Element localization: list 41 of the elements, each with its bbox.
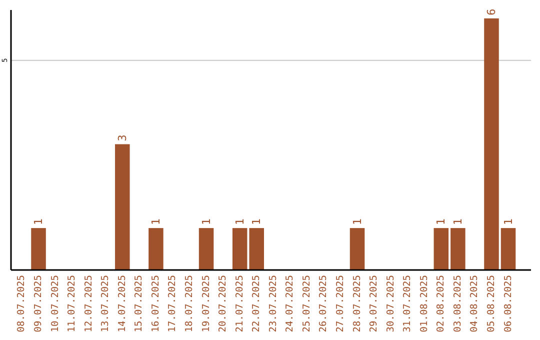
x-tick-label: 11.07.2025: [66, 275, 78, 332]
x-tick-label: 31.07.2025: [402, 275, 414, 332]
x-tick-label: 23.07.2025: [268, 275, 279, 332]
x-tick-label: 05.08.2025: [486, 275, 497, 332]
x-tick-label: 12.07.2025: [83, 275, 94, 332]
x-tick-label: 28.07.2025: [352, 275, 363, 332]
data-label: 1: [250, 218, 264, 226]
x-tick-label: 13.07.2025: [100, 275, 112, 332]
data-label: 1: [502, 218, 515, 226]
x-tick-label: 19.07.2025: [200, 275, 212, 332]
x-tick-label: 21.07.2025: [234, 275, 246, 332]
x-tick-label: 06.08.2025: [502, 275, 514, 332]
data-label: 1: [233, 218, 246, 226]
data-label: 6: [484, 8, 498, 16]
x-tick-label: 04.08.2025: [469, 275, 480, 332]
x-tick-label: 26.07.2025: [318, 275, 330, 332]
data-label: 1: [434, 218, 448, 226]
x-tick-label: 02.08.2025: [436, 275, 447, 332]
x-tick-label: 22.07.2025: [251, 275, 262, 332]
x-tick-label: 18.07.2025: [184, 275, 196, 332]
x-tick-label: 17.07.2025: [167, 275, 178, 332]
x-tick-label: 24.07.2025: [284, 275, 296, 332]
x-tick-label: 08.07.2025: [16, 275, 28, 332]
x-tick-label: 14.07.2025: [116, 275, 128, 332]
data-label: 1: [200, 218, 213, 226]
data-label: 1: [451, 218, 464, 226]
x-tick-label: 01.08.2025: [418, 275, 430, 332]
x-tick-label: 09.07.2025: [33, 275, 44, 332]
x-tick-label: 15.07.2025: [134, 275, 145, 332]
x-tick-label: 25.07.2025: [301, 275, 312, 332]
x-tick-label: 27.07.2025: [334, 275, 346, 332]
x-tick-label: 30.07.2025: [385, 275, 396, 332]
x-tick-label: 10.07.2025: [50, 275, 61, 332]
data-label: 1: [32, 218, 46, 226]
data-label: 1: [350, 218, 364, 226]
x-tick-label: 29.07.2025: [368, 275, 380, 332]
data-label: 1: [149, 218, 162, 226]
x-tick-label: 03.08.2025: [452, 275, 464, 332]
x-tick-label: 16.07.2025: [150, 275, 162, 332]
data-label: 3: [116, 134, 129, 142]
x-tick-label: 20.07.2025: [218, 275, 229, 332]
